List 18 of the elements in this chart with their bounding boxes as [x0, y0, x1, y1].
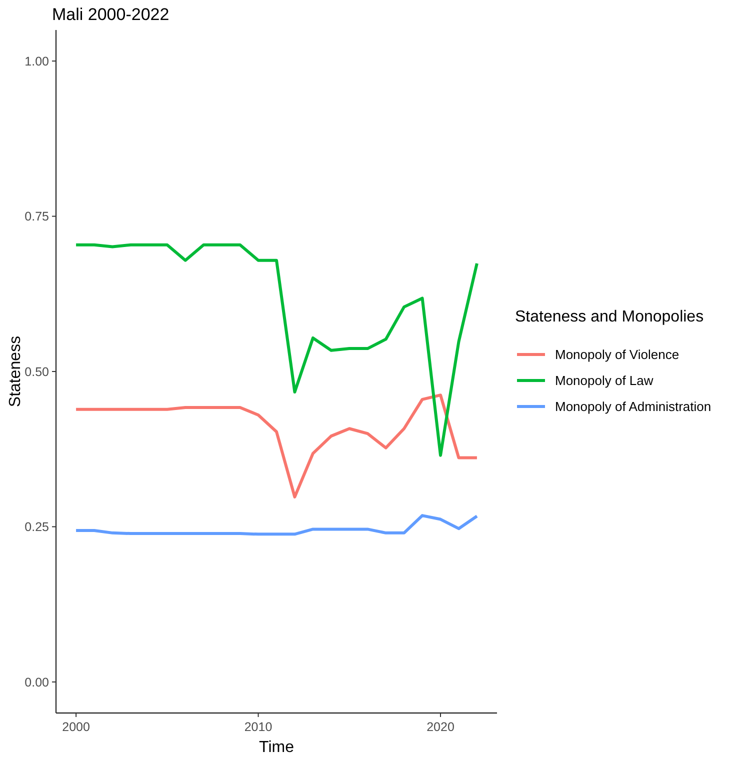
chart-title: Mali 2000-2022	[52, 5, 170, 24]
line-series	[74, 394, 478, 498]
y-tick-label: 0.25	[24, 520, 50, 534]
y-tick-label: 0.50	[24, 364, 50, 379]
line-series	[74, 243, 478, 457]
x-tick-label: 2000	[62, 720, 90, 734]
x-axis-title: Time	[259, 739, 294, 756]
legend-label: Monopoly of Law	[555, 373, 654, 388]
x-tick-label: 2010	[244, 720, 272, 734]
y-axis-title: Stateness	[7, 336, 24, 408]
legend-label: Monopoly of Administration	[555, 399, 712, 414]
y-tick-label: 0.00	[24, 675, 50, 690]
y-tick-label: 0.75	[24, 210, 50, 224]
legend-title: Stateness and Monopolies	[515, 308, 704, 326]
line-series	[74, 514, 478, 536]
y-tick-label: 1.00	[24, 54, 50, 68]
legend-label: Monopoly of Violence	[555, 347, 680, 362]
x-tick-label: 2020	[426, 720, 454, 734]
